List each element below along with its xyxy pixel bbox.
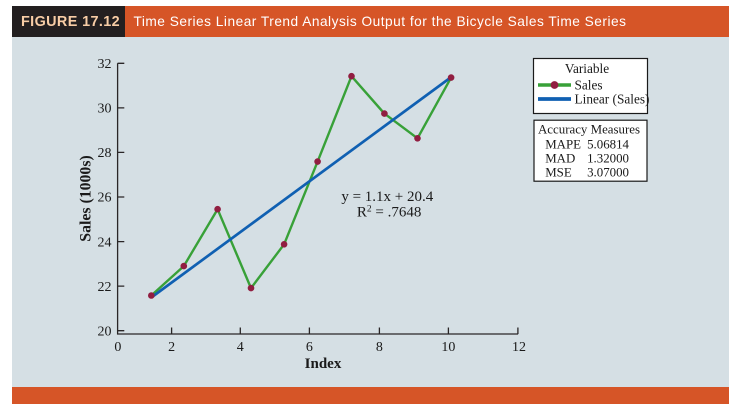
- svg-text:20: 20: [98, 324, 112, 339]
- svg-text:22: 22: [98, 280, 112, 295]
- svg-text:1.32000: 1.32000: [587, 152, 629, 166]
- svg-text:26: 26: [98, 191, 112, 206]
- svg-text:30: 30: [98, 102, 112, 117]
- svg-text:R2 = .7648: R2 = .7648: [357, 204, 421, 220]
- svg-text:6: 6: [306, 340, 313, 355]
- svg-text:4: 4: [237, 340, 244, 355]
- svg-text:y = 1.1x + 20.4: y = 1.1x + 20.4: [341, 189, 433, 205]
- svg-text:MAPE: MAPE: [545, 138, 581, 152]
- svg-text:Variable: Variable: [565, 61, 609, 76]
- svg-text:32: 32: [98, 57, 112, 72]
- svg-text:2: 2: [168, 340, 175, 355]
- svg-text:10: 10: [441, 340, 455, 355]
- svg-text:Index: Index: [305, 356, 342, 372]
- svg-text:MAD: MAD: [545, 152, 575, 166]
- svg-text:3.07000: 3.07000: [587, 165, 629, 179]
- svg-text:28: 28: [98, 146, 112, 161]
- svg-text:0: 0: [114, 340, 121, 355]
- svg-text:Linear (Sales): Linear (Sales): [575, 91, 650, 106]
- svg-text:12: 12: [512, 340, 526, 355]
- svg-text:MSE: MSE: [545, 165, 572, 179]
- svg-text:24: 24: [98, 235, 112, 250]
- svg-text:Sales (1000s): Sales (1000s): [78, 155, 95, 241]
- svg-text:Sales: Sales: [575, 77, 603, 92]
- svg-text:5.06814: 5.06814: [587, 138, 629, 152]
- svg-text:8: 8: [376, 340, 383, 355]
- svg-text:Accuracy Measures: Accuracy Measures: [538, 122, 640, 136]
